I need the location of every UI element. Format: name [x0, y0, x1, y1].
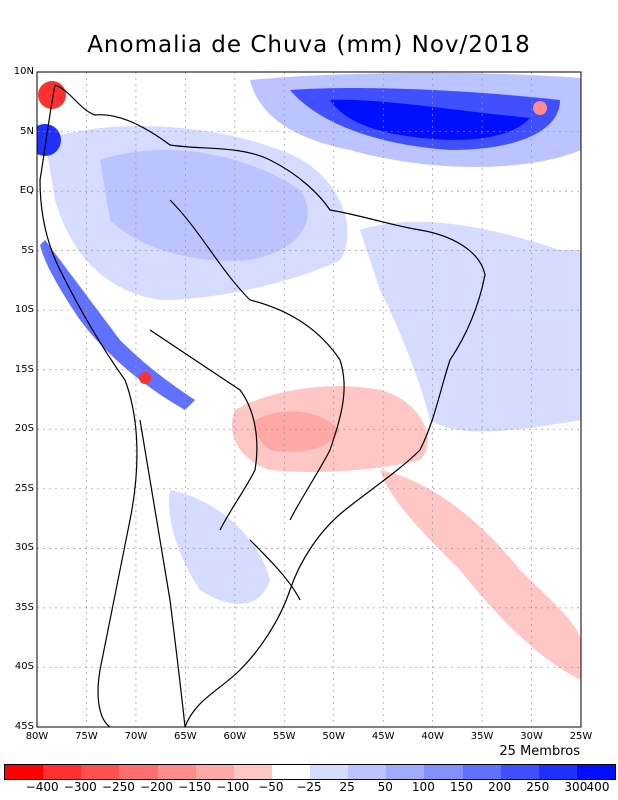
- colorbar-label: −50: [258, 780, 284, 794]
- longitude-label: 40W: [421, 731, 444, 742]
- anomaly-field: [37, 72, 581, 680]
- colorbar-swatch: [424, 765, 463, 779]
- longitude-label: 60W: [223, 731, 247, 742]
- colorbar-label: −150: [178, 780, 212, 794]
- argentina-chile-border: [139, 419, 186, 728]
- colorbar-swatch: [81, 765, 120, 779]
- graticule: [37, 72, 581, 727]
- latitude-label: 20S: [14, 423, 34, 435]
- colorbar-label: −250: [101, 780, 135, 794]
- colorbar-label: 250: [526, 780, 550, 794]
- colorbar-swatch: [271, 765, 310, 779]
- members-label: 25 Membros: [499, 744, 580, 759]
- paraguay-bolivia-border: [149, 329, 258, 531]
- longitude-label: 30W: [520, 731, 543, 742]
- map-frame: [36, 71, 582, 728]
- colorbar-label: −100: [216, 780, 250, 794]
- longitude-label: 35W: [470, 731, 494, 742]
- map-title: Anomalia de Chuva (mm) Nov/2018: [87, 32, 531, 58]
- longitude-label: 65W: [174, 731, 197, 742]
- anomaly-blue-itcz-dense: [330, 99, 530, 140]
- longitude-label: 80W: [25, 731, 49, 742]
- latitude-label: 25S: [14, 482, 34, 494]
- colorbar-swatch: [233, 765, 272, 779]
- south-america-coast: [39, 84, 486, 728]
- colorbar-label: 400: [586, 780, 610, 794]
- colorbar-label: 100: [411, 780, 435, 794]
- latitude-label: 30S: [14, 542, 34, 554]
- colorbar-label: −400: [25, 780, 59, 794]
- colorbar: [4, 764, 616, 780]
- anomaly-red-peru: [139, 372, 151, 384]
- colorbar-swatch: [500, 765, 539, 779]
- anomaly-blue-south: [169, 490, 270, 604]
- latitude-label: 15S: [14, 363, 34, 375]
- colorbar-swatch: [386, 765, 425, 779]
- colorbar-swatch: [348, 765, 387, 779]
- colorbar-label: 300: [564, 780, 588, 794]
- anomaly-red-central-core: [254, 411, 340, 452]
- longitude-label: 70W: [124, 731, 148, 742]
- uruguay-border: [249, 539, 301, 601]
- latitude-label: 5N: [20, 125, 34, 137]
- anomaly-blue-northeast: [360, 221, 581, 432]
- anomaly-blue-amazon-mid: [100, 150, 308, 261]
- latitude-label: 35S: [14, 601, 34, 613]
- brazil-border: [169, 199, 345, 521]
- colorbar-label: −200: [140, 780, 173, 794]
- latitude-label: 5S: [21, 244, 34, 256]
- latitude-label: 40S: [14, 661, 34, 673]
- latitude-label: 45S: [14, 721, 34, 732]
- coastlines: [39, 84, 486, 728]
- colorbar-swatch: [576, 765, 615, 779]
- colorbar-swatch: [5, 765, 44, 779]
- colorbar-label: −25: [296, 780, 322, 794]
- colorbar-swatch: [157, 765, 196, 779]
- latitude-label: 10S: [14, 304, 34, 316]
- longitude-label: 45W: [371, 731, 395, 742]
- colorbar-swatch: [195, 765, 234, 779]
- colorbar-labels: −400 −300 −250 −200 −150 −100 −50 −25 25 50 100 150…: [0, 780, 618, 796]
- colorbar-swatch: [538, 765, 577, 779]
- colorbar-label: −300: [63, 780, 97, 794]
- longitude-label: 25W: [569, 731, 593, 742]
- colorbar-label: 200: [488, 780, 512, 794]
- colorbar-label: 25: [339, 780, 355, 794]
- anomaly-red-south-atlantic: [380, 470, 581, 680]
- longitude-label: 75W: [75, 731, 98, 742]
- colorbar-swatch: [310, 765, 349, 779]
- latitude-label: EQ: [19, 185, 34, 197]
- anomaly-blue-andes: [40, 240, 195, 410]
- longitude-label: 50W: [322, 731, 346, 742]
- colorbar-swatch: [119, 765, 158, 779]
- colorbar-swatch: [43, 765, 82, 779]
- longitude-label: 55W: [272, 731, 296, 742]
- anomaly-red-colombia: [38, 81, 66, 109]
- latitude-label: 10N: [13, 66, 34, 77]
- colorbar-label: 50: [377, 780, 393, 794]
- colorbar-swatch: [462, 765, 501, 779]
- anomaly-blue-pacific: [37, 124, 61, 156]
- anomaly-red-atlantic-spot: [533, 101, 547, 115]
- colorbar-label: 150: [450, 780, 473, 794]
